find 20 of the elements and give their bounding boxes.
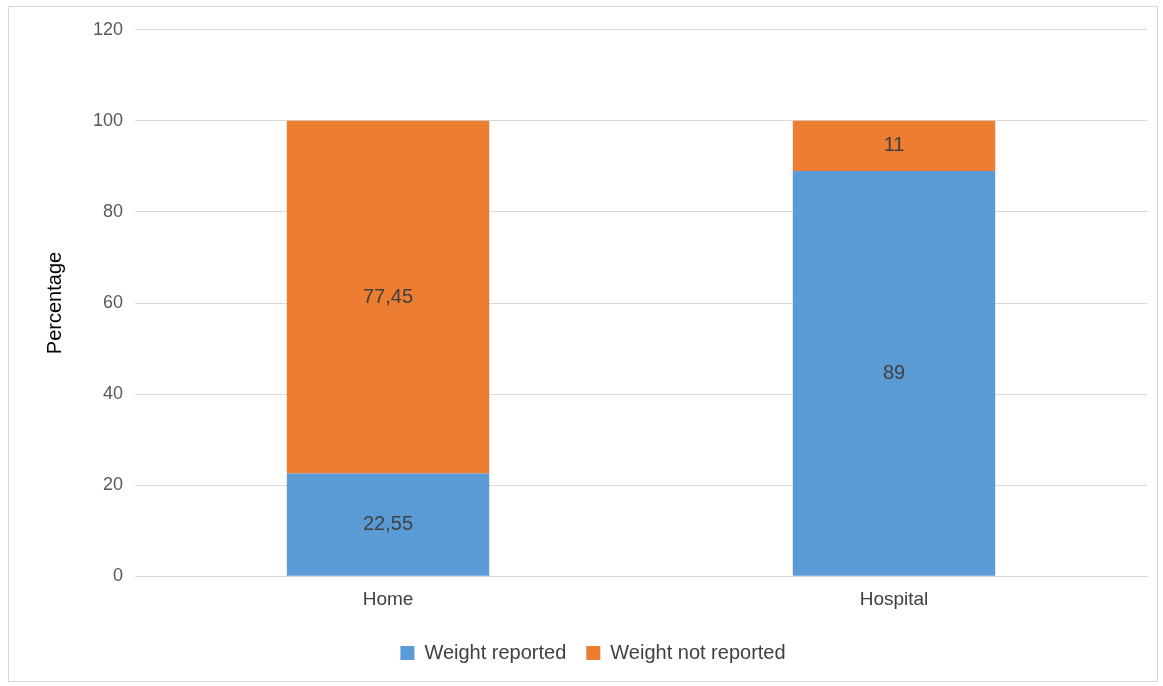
y-tick-label: 20 [103, 474, 124, 495]
bar [286, 473, 490, 576]
y-axis-title: Percentage [42, 251, 65, 355]
bar [792, 170, 996, 576]
y-tick-label: 60 [103, 291, 124, 312]
data-label: 77,45 [362, 284, 414, 307]
bar [792, 120, 996, 171]
x-tick-label: Hospital [859, 587, 929, 609]
bar [286, 120, 490, 474]
legend-label: Weight reported [424, 640, 567, 663]
data-label: 22,55 [362, 512, 414, 535]
y-tick-label: 80 [103, 200, 124, 221]
y-tick-label: 40 [103, 383, 124, 404]
legend-label: Weight not reported [610, 640, 786, 663]
y-tick-label: 100 [92, 109, 124, 130]
y-tick-label: 0 [113, 565, 124, 586]
x-tick-label: Home [362, 587, 414, 609]
y-tick-label: 120 [92, 18, 124, 39]
data-label: 11 [883, 133, 905, 156]
data-label: 89 [882, 360, 906, 383]
